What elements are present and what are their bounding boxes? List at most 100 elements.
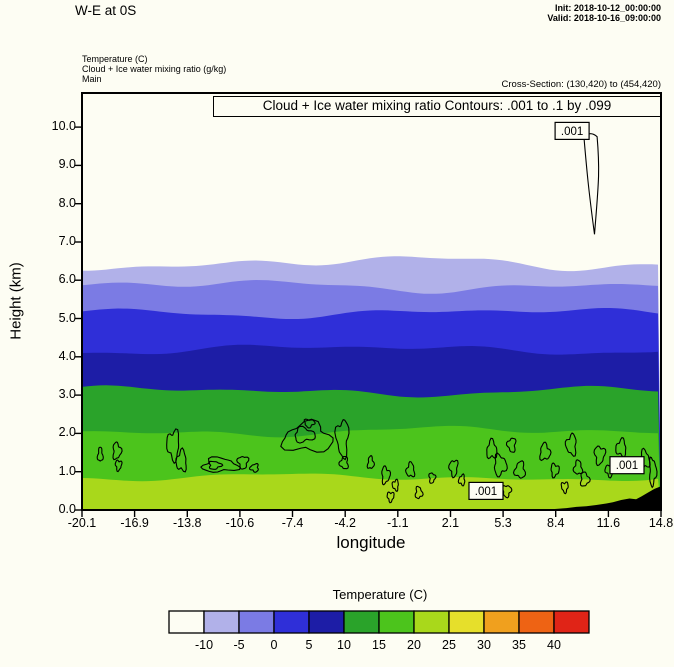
x-tick-label: 8.4 (547, 516, 565, 530)
colorbar-cell (343, 610, 380, 634)
cloud-contour (457, 473, 466, 487)
x-tick-label: -7.4 (281, 516, 304, 530)
colorbar-tick-label: 5 (305, 638, 313, 652)
colorbar-cell (553, 610, 590, 634)
y-tick-label: 6.0 (58, 272, 76, 287)
contour-value-label: .001 (561, 126, 583, 138)
colorbar-cell (413, 610, 450, 634)
cloud-contour (114, 459, 123, 473)
temp-band-20-to-25-C (82, 473, 661, 510)
cloud-contour (539, 441, 552, 462)
colorbar-tick-label: 40 (547, 638, 561, 652)
cloud-contour (493, 452, 508, 478)
colorbar-cell (483, 610, 520, 634)
cloud-contour (448, 459, 459, 479)
x-tick-label: -16.9 (120, 516, 149, 530)
colorbar-tick-label: 0 (270, 638, 278, 652)
cloud-contour (112, 441, 123, 461)
colorbar-tick-label: -10 (194, 638, 214, 652)
cloud-contour (303, 418, 316, 429)
y-tick-label: 2.0 (58, 425, 76, 440)
init-time-label: Init: 2018-10-12_00:00:00 (554, 3, 661, 13)
colorbar-cell (518, 610, 555, 634)
cloud-contour (236, 456, 250, 470)
colorbar-tick-label: 35 (512, 638, 526, 652)
y-tick-label: 4.0 (58, 348, 76, 363)
cloud-contour (564, 432, 577, 457)
cloud-contour (560, 481, 569, 495)
y-tick-label: 8.0 (58, 195, 76, 210)
legend-line-cloud-ice: Cloud + Ice water mixing ratio (g/kg) (82, 64, 227, 74)
y-tick-label: 9.0 (58, 157, 76, 172)
cloud-contour (294, 425, 316, 444)
x-tick-label: 11.6 (596, 516, 621, 530)
x-tick-label: -1.1 (387, 516, 409, 530)
colorbar-tick-label: 25 (442, 638, 456, 652)
colorbar-tick-label: 20 (407, 638, 421, 652)
cloud-contour (366, 454, 375, 469)
contour-interval-title: Cloud + Ice water mixing ratio Contours:… (213, 96, 661, 117)
cloud-contour (334, 419, 350, 461)
x-tick-label: 2.1 (441, 516, 460, 530)
cross-section-plot: .001 .001 .001 (75, 92, 662, 517)
cloud-anvil-contour (583, 133, 600, 235)
x-tick-label: 14.8 (648, 516, 674, 530)
y-tick-label: 10.0 (51, 119, 76, 134)
colorbar-cell (168, 610, 205, 634)
colorbar-tick-label: 15 (372, 638, 386, 652)
colorbar-cell (238, 610, 275, 634)
colorbar-tick-label: 30 (477, 638, 491, 652)
y-tick-label: 0.0 (58, 502, 76, 516)
cloud-contour (486, 437, 498, 460)
x-tick-label: -20.1 (67, 516, 97, 530)
cloud-contour (208, 460, 224, 470)
colorbar-cell (448, 610, 485, 634)
cloud-contour (593, 445, 607, 467)
cloud-contour (579, 471, 591, 487)
legend-line-temperature: Temperature (C) (82, 54, 148, 64)
y-tick-label: 5.0 (58, 310, 76, 325)
page-title: W-E at 0S (75, 3, 137, 18)
colorbar-title: Temperature (C) (332, 587, 428, 602)
cloud-contour (391, 478, 399, 493)
plot-frame (81, 92, 662, 511)
colorbar-tick-label: 10 (337, 638, 351, 652)
cloud-contour (505, 437, 517, 453)
colorbar-cell (203, 610, 240, 634)
colorbar-cell (308, 610, 345, 634)
cloud-contour (512, 460, 526, 479)
temperature-colorbar (168, 610, 590, 634)
x-tick-label: -10.6 (225, 516, 255, 530)
colorbar-cell (378, 610, 415, 634)
contour-value-label: .001 (475, 486, 497, 498)
cloud-contour (280, 418, 334, 453)
cloud-contour (200, 456, 241, 473)
valid-time-label: Valid: 2018-10-16_09:00:00 (547, 13, 661, 23)
y-axis-label: Height (km) (7, 262, 25, 340)
contour-label-box (554, 121, 590, 140)
cloud-contour (381, 465, 392, 486)
cloud-contour (648, 456, 658, 489)
cross-section-coords-label: Cross-Section: (130,420) to (454,420) (501, 79, 661, 90)
x-tick-label: -13.8 (173, 516, 202, 530)
contour-value-label: .001 (616, 460, 638, 472)
cloud-contour (249, 463, 259, 473)
x-tick-label: 5.3 (494, 516, 512, 530)
cloud-contour (414, 485, 424, 500)
cloud-contour (386, 491, 395, 504)
terrain-profile (551, 486, 661, 510)
init-valid-block: Init: 2018-10-12_00:00:00 Valid: 2018-10… (547, 3, 661, 23)
colorbar-cell (273, 610, 310, 634)
y-tick-label: 1.0 (58, 463, 76, 478)
cloud-contour (572, 459, 584, 475)
colorbar-tick-label: -5 (233, 638, 245, 652)
cloud-contour (338, 455, 349, 470)
cloud-contour (405, 460, 416, 478)
y-tick-label: 7.0 (58, 233, 76, 248)
legend-line-domain: Main (82, 74, 102, 84)
contour-label-box (609, 456, 645, 475)
cloud-contour (175, 447, 187, 473)
contour-label-box (468, 481, 504, 500)
y-tick-label: 3.0 (58, 387, 76, 402)
